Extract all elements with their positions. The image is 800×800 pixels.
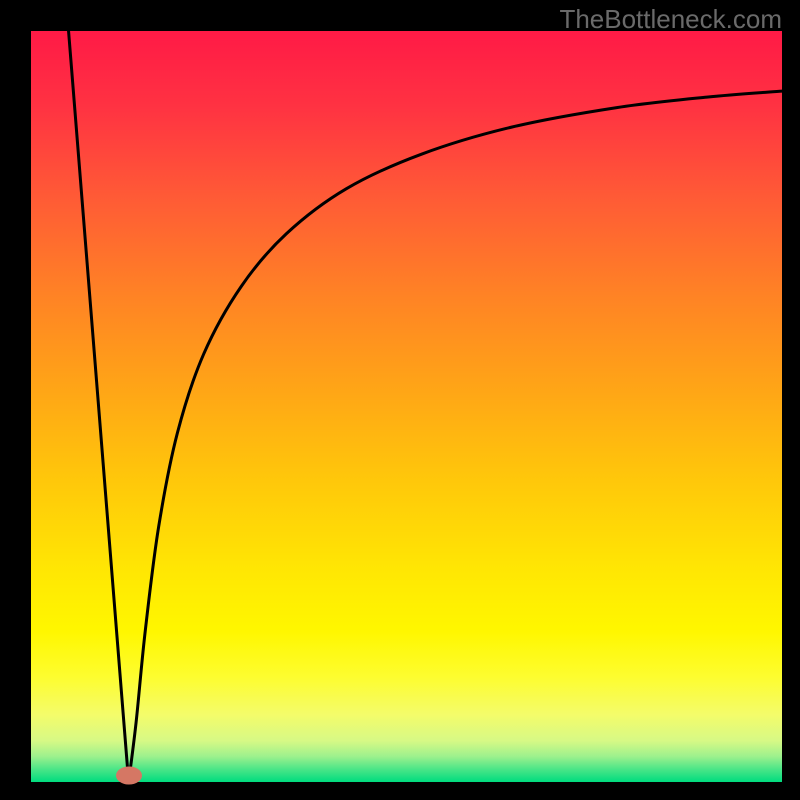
optimal-point-marker [116,767,142,790]
plot-area [31,31,782,782]
bottleneck-curve [31,31,782,782]
optimal-point-ellipse-icon [116,767,142,785]
watermark-text: TheBottleneck.com [559,4,782,35]
chart-root: TheBottleneck.com [0,0,800,800]
